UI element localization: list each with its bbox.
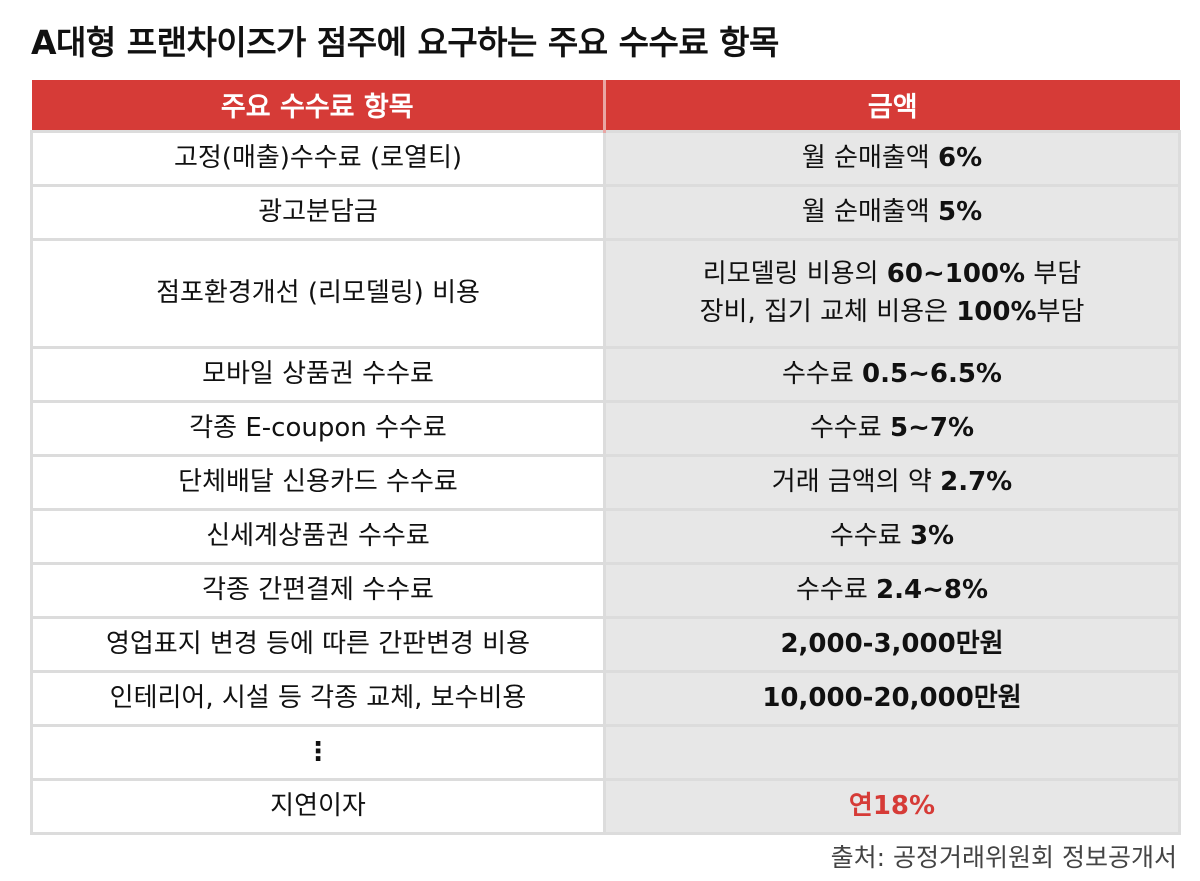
fee-item-cell: 고정(매출)수수료 (로열티) bbox=[30, 129, 606, 187]
fee-item-cell: 각종 E-coupon 수수료 bbox=[30, 399, 606, 457]
table-row: 광고분담금 월 순매출액 5% bbox=[30, 183, 1181, 241]
header-fee-item: 주요 수수료 항목 bbox=[31, 80, 606, 131]
page-title: A대형 프랜차이즈가 점주에 요구하는 주요 수수료 항목 bbox=[31, 23, 779, 62]
table-row: 고정(매출)수수료 (로열티) 월 순매출액 6% bbox=[30, 129, 1181, 187]
amount-cell: 거래 금액의 약 2.7% bbox=[603, 453, 1181, 511]
amount-value: 10,000-20,000만원 bbox=[762, 683, 1022, 713]
amount-value: 5% bbox=[937, 197, 983, 227]
amount-prefix: 장비, 집기 교체 비용은 bbox=[699, 297, 957, 327]
amount-value: 2.7% bbox=[940, 467, 1013, 497]
amount-prefix: 월 순매출액 bbox=[801, 143, 938, 173]
source-caption: 출처: 공정거래위원회 정보공개서 bbox=[830, 843, 1177, 872]
fee-item-cell: 단체배달 신용카드 수수료 bbox=[30, 453, 606, 511]
amount-suffix: 부담 bbox=[1025, 259, 1082, 289]
amount-cell: 리모델링 비용의 60~100% 부담 장비, 집기 교체 비용은 100%부담 bbox=[603, 237, 1181, 349]
amount-prefix: 월 순매출액 bbox=[801, 197, 938, 227]
table-row: 지연이자 연18% bbox=[30, 777, 1181, 835]
amount-cell: 수수료 2.4~8% bbox=[603, 561, 1181, 619]
fee-item-cell: 지연이자 bbox=[30, 777, 606, 835]
amount-value: 2.4~8% bbox=[876, 575, 989, 605]
amount-cell: 2,000-3,000만원 bbox=[603, 615, 1181, 673]
fee-item-cell: 점포환경개선 (리모델링) 비용 bbox=[30, 237, 606, 349]
amount-value: 3% bbox=[909, 521, 955, 551]
fee-item-cell: 모바일 상품권 수수료 bbox=[30, 345, 606, 403]
amount-prefix: 수수료 bbox=[795, 575, 877, 605]
table-header-row: 주요 수수료 항목 금액 bbox=[31, 80, 1180, 131]
amount-prefix: 수수료 bbox=[829, 521, 910, 551]
table-row: 각종 간편결제 수수료 수수료 2.4~8% bbox=[30, 561, 1181, 619]
amount-value: 60~100% bbox=[886, 259, 1026, 289]
table-row: 인테리어, 시설 등 각종 교체, 보수비용 10,000-20,000만원 bbox=[30, 669, 1181, 727]
table-row: 영업표지 변경 등에 따른 간판변경 비용 2,000-3,000만원 bbox=[30, 615, 1181, 673]
amount-line-1: 리모델링 비용의 60~100% 부담 bbox=[606, 255, 1178, 293]
amount-value: 6% bbox=[937, 143, 983, 173]
header-amount: 금액 bbox=[604, 80, 1180, 131]
amount-cell: 수수료 3% bbox=[603, 507, 1181, 565]
table-row: 점포환경개선 (리모델링) 비용 리모델링 비용의 60~100% 부담 장비,… bbox=[30, 237, 1181, 349]
amount-line-2: 장비, 집기 교체 비용은 100%부담 bbox=[606, 293, 1178, 331]
amount-prefix: 리모델링 비용의 bbox=[702, 259, 887, 289]
amount-cell: 수수료 0.5~6.5% bbox=[603, 345, 1181, 403]
fee-item-cell: 각종 간편결제 수수료 bbox=[30, 561, 606, 619]
table-row-ellipsis: ⋮ bbox=[30, 723, 1181, 781]
fee-item-cell: 인테리어, 시설 등 각종 교체, 보수비용 bbox=[30, 669, 606, 727]
late-interest-value: 연18% bbox=[848, 791, 936, 821]
fee-item-cell: ⋮ bbox=[30, 723, 606, 781]
fee-table: 주요 수수료 항목 금액 고정(매출)수수료 (로열티) 월 순매출액 6% 광… bbox=[30, 80, 1181, 835]
amount-cell: 월 순매출액 5% bbox=[603, 183, 1181, 241]
amount-prefix: 거래 금액의 약 bbox=[771, 467, 941, 497]
amount-prefix: 수수료 bbox=[809, 413, 890, 443]
fee-item-cell: 광고분담금 bbox=[30, 183, 606, 241]
vertical-ellipsis-icon: ⋮ bbox=[305, 737, 331, 767]
amount-cell: 수수료 5~7% bbox=[603, 399, 1181, 457]
table-row: 모바일 상품권 수수료 수수료 0.5~6.5% bbox=[30, 345, 1181, 403]
table-row: 단체배달 신용카드 수수료 거래 금액의 약 2.7% bbox=[30, 453, 1181, 511]
amount-value: 0.5~6.5% bbox=[862, 359, 1002, 389]
amount-suffix: 부담 bbox=[1036, 297, 1085, 327]
amount-prefix: 수수료 bbox=[782, 359, 863, 389]
amount-cell: 10,000-20,000만원 bbox=[603, 669, 1181, 727]
amount-cell bbox=[603, 723, 1181, 781]
amount-value: 2,000-3,000만원 bbox=[780, 629, 1004, 659]
amount-value: 100% bbox=[956, 297, 1037, 327]
table-row: 각종 E-coupon 수수료 수수료 5~7% bbox=[30, 399, 1181, 457]
table-row: 신세계상품권 수수료 수수료 3% bbox=[30, 507, 1181, 565]
amount-cell: 연18% bbox=[603, 777, 1181, 835]
fee-item-cell: 영업표지 변경 등에 따른 간판변경 비용 bbox=[30, 615, 606, 673]
amount-value: 5~7% bbox=[890, 413, 975, 443]
amount-cell: 월 순매출액 6% bbox=[603, 129, 1181, 187]
fee-item-cell: 신세계상품권 수수료 bbox=[30, 507, 606, 565]
